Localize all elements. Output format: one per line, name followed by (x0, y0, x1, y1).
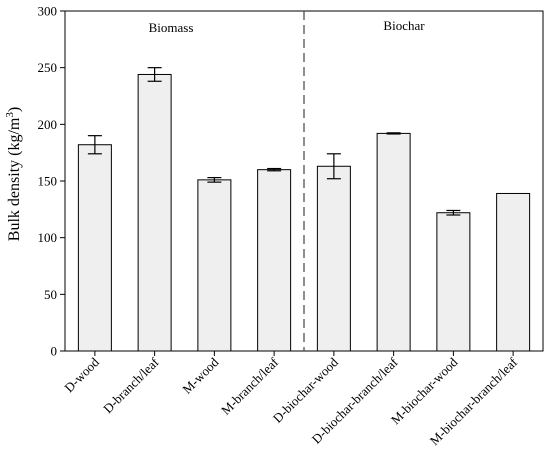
bar-m-biochar-branch-leaf (496, 192, 531, 352)
bar-m-biochar-wood (436, 212, 471, 352)
bar-m-branch-leaf (257, 169, 292, 352)
y-axis-label-superscript: 3 (4, 112, 16, 118)
y-tick-label-100: 100 (38, 230, 58, 245)
group-label-biomass: Biomass (149, 20, 194, 35)
y-axis-label-suffix: ) (6, 107, 23, 112)
bar-m-wood (197, 179, 232, 352)
bar-d-biochar-wood (316, 165, 351, 352)
y-axis-label-main: Bulk density (kg/m (6, 117, 23, 241)
text-layer: Biomass Biochar Bulk density (kg/m3) (4, 18, 425, 241)
bar-d-biochar-branch-leaf (376, 132, 411, 352)
y-tick-label-300: 300 (38, 4, 58, 19)
bars-layer (77, 67, 531, 352)
y-tick-label-200: 200 (38, 117, 58, 132)
y-tick-label-250: 250 (38, 60, 58, 75)
group-label-biochar: Biochar (383, 18, 425, 33)
bar-d-branch-leaf (137, 73, 172, 352)
y-tick-label-150: 150 (38, 174, 58, 189)
bar-d-wood (77, 144, 112, 352)
y-tick-label-0: 0 (51, 344, 58, 359)
y-tick-label-50: 50 (44, 287, 57, 302)
y-axis-label: Bulk density (kg/m3) (4, 107, 23, 241)
